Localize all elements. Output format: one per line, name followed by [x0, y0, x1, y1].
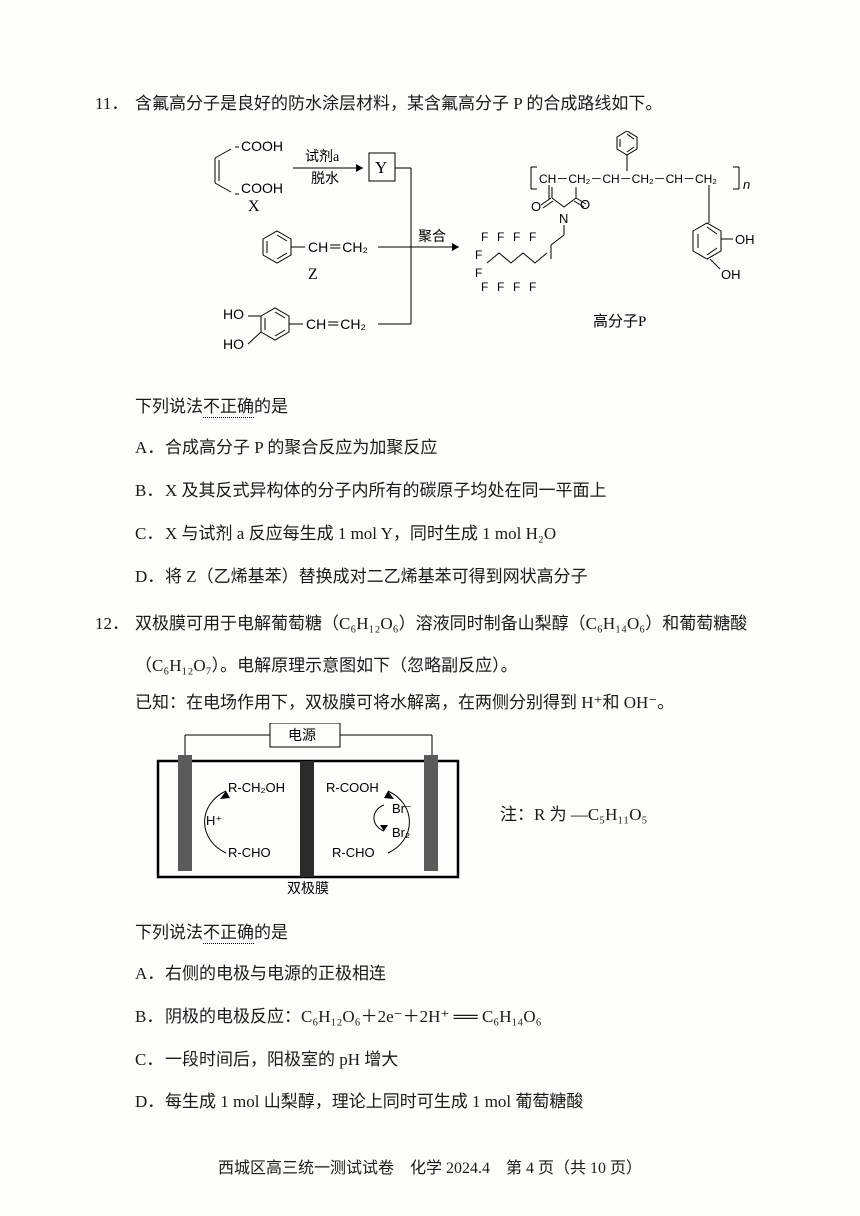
q11-opt-d: D．将 Z（乙烯基苯）替换成对二乙烯基苯可得到网状高分子 — [135, 563, 775, 592]
label-y: Y — [375, 158, 387, 177]
reactant-z: CH＝CH₂ Z — [263, 231, 368, 283]
cooh-top: COOH — [241, 138, 283, 154]
q12-note: 注：R 为 —C₅H₁₁O₅ — [500, 800, 647, 825]
q11-opt-c: C．X 与试剂 a 反应每生成 1 mol Y，同时生成 1 mol H₂O — [135, 520, 775, 549]
dihydroxy-frag: CH＝CH₂ — [306, 316, 366, 332]
right-electrode — [424, 755, 438, 871]
label-z: Z — [308, 266, 318, 283]
dehydrate: 脱水 — [311, 171, 339, 187]
question-12: 12． 双极膜可用于电解葡萄糖（C₆H₁₂O₆）溶液同时制备山梨醇（C₆H₁₄O… — [95, 610, 775, 1118]
ho-bot: HO — [223, 336, 244, 352]
svg-text:F: F — [475, 248, 482, 262]
poly-p-caption: 高分子P — [593, 313, 646, 330]
label-x: X — [248, 198, 260, 215]
oh1: OH — [735, 232, 755, 247]
ho-top: HO — [223, 306, 244, 322]
fluorines: F F F F F F F F F F — [475, 230, 547, 294]
question-11: 11． 含氟高分子是良好的防水涂层材料，某含氟高分子 P 的合成路线如下。 CO… — [95, 90, 775, 592]
q12-opt-c: C．一段时间后，阳极室的 pH 增大 — [135, 1046, 775, 1075]
styrene-frag: CH＝CH₂ — [308, 239, 368, 255]
backbone-text: CH－CH₂－CH－CH₂－CH－CH₂ — [539, 172, 717, 186]
r-mid-up: Br⁻ — [392, 801, 412, 816]
q11-opt-b: B．X 及其反式异构体的分子内所有的碳原子均处在同一平面上 — [135, 477, 775, 506]
reagent-a: 试剂a — [305, 149, 340, 165]
oh2: OH — [721, 267, 741, 282]
cooh-bot: COOH — [241, 180, 283, 196]
q11-stem: 下列说法不正确的是 — [135, 393, 775, 420]
q12-stem: 下列说法不正确的是 — [135, 919, 775, 946]
svg-text:F: F — [513, 280, 520, 294]
q12-title-p1: 双极膜可用于电解葡萄糖（C₆H₁₂O₆）溶液同时制备山梨醇（C₆H₁₄O₆）和葡… — [135, 610, 775, 639]
q11-diagram: COOH COOH X 试剂a 脱水 Y — [140, 131, 775, 381]
q12-options: A．右侧的电极与电源的正极相连 B．阴极的电极反应：C₆H₁₂O₆＋2e⁻＋2H… — [135, 960, 775, 1118]
svg-text:F: F — [481, 280, 488, 294]
reactant-dihydroxy: HO HO CH＝CH₂ — [223, 306, 366, 352]
q11-options: A．合成高分子 P 的聚合反应为加聚反应 B．X 及其反式异构体的分子内所有的碳… — [135, 434, 775, 592]
r-top: R-COOH — [326, 780, 379, 795]
left-cycle: R-CH₂OH H⁺ R-CHO — [205, 780, 285, 860]
l-top: R-CH₂OH — [228, 780, 285, 795]
q11-title: 含氟高分子是良好的防水涂层材料，某含氟高分子 P 的合成路线如下。 — [135, 90, 775, 119]
q12-title-p2: （C₆H₁₂O₇）。电解原理示意图如下（忽略副反应）。 — [135, 651, 775, 676]
q12-diagram-row: 电源 双极膜 R-CH₂OH H⁺ R-CHO — [140, 723, 775, 903]
right-cycle: R-COOH Br⁻ Br₂ R-CHO — [326, 780, 412, 860]
membrane — [300, 761, 314, 877]
left-electrode — [178, 755, 192, 871]
reactant-x: COOH COOH X — [215, 138, 283, 215]
l-mid: H⁺ — [206, 813, 222, 828]
q12-opt-a: A．右侧的电极与电源的正极相连 — [135, 960, 775, 989]
q11-number: 11． — [95, 90, 135, 119]
q11-svg: COOH COOH X 试剂a 脱水 Y — [153, 131, 763, 381]
svg-text:F: F — [475, 266, 482, 280]
svg-text:N: N — [559, 211, 568, 226]
q12-opt-d: D．每生成 1 mol 山梨醇，理论上同时可生成 1 mol 葡萄糖酸 — [135, 1088, 775, 1117]
r-bot: R-CHO — [332, 845, 375, 860]
svg-text:F: F — [513, 230, 520, 244]
power-label: 电源 — [288, 728, 316, 744]
arrow-to-y: 试剂a 脱水 — [293, 149, 363, 187]
svg-text:F: F — [481, 230, 488, 244]
q11-opt-a: A．合成高分子 P 的聚合反应为加聚反应 — [135, 434, 775, 463]
membrane-label: 双极膜 — [287, 881, 329, 897]
svg-text:F: F — [529, 280, 536, 294]
svg-text:O: O — [580, 197, 590, 212]
q12-svg: 电源 双极膜 R-CH₂OH H⁺ R-CHO — [140, 723, 480, 903]
svg-text:O: O — [531, 199, 541, 214]
q12-title-row: 12． 双极膜可用于电解葡萄糖（C₆H₁₂O₆）溶液同时制备山梨醇（C₆H₁₄O… — [95, 610, 775, 639]
svg-text:F: F — [497, 280, 504, 294]
n-sub: n — [743, 177, 750, 192]
q12-opt-b: B．阴极的电极反应：C₆H₁₂O₆＋2e⁻＋2H⁺ ══ C₆H₁₄O₆ — [135, 1003, 775, 1032]
q12-known: 已知：在电场作用下，双极膜可将水解离，在两侧分别得到 H⁺和 OH⁻。 — [135, 688, 775, 713]
r-mid-dn: Br₂ — [392, 825, 410, 840]
q12-number: 12． — [95, 610, 135, 639]
polymer-p: CH－CH₂－CH－CH₂－CH－CH₂ n O — [475, 131, 755, 330]
svg-text:F: F — [497, 230, 504, 244]
polymerize: 聚合 — [418, 229, 446, 245]
l-bot: R-CHO — [228, 845, 271, 860]
svg-text:F: F — [529, 230, 536, 244]
q11-title-row: 11． 含氟高分子是良好的防水涂层材料，某含氟高分子 P 的合成路线如下。 — [95, 90, 775, 119]
footer: 西城区高三统一测试试卷 化学 2024.4 第 4 页（共 10 页） — [0, 1154, 860, 1178]
